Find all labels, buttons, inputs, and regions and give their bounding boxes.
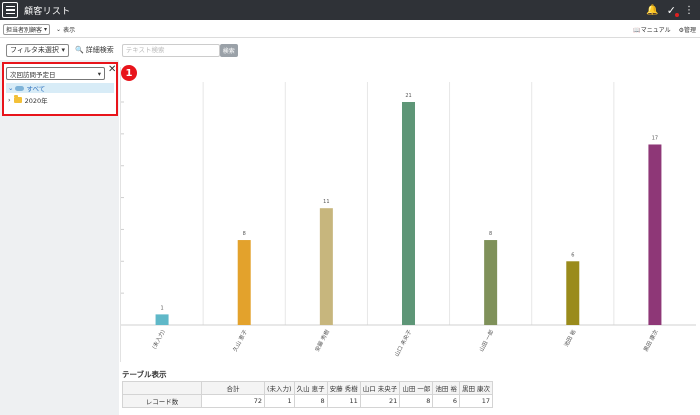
app-header: 顧客リスト 🔔 ✓ ⋮ <box>0 0 700 20</box>
admin-label: 管理 <box>683 26 696 34</box>
chevron-right-icon: › <box>8 96 11 104</box>
bar-chart: 1 (未入力) 8 久山 恵子 11 安藤 秀樹 21 山口 未央子 8 山田 一郎 6 池田 裕 17… <box>121 82 696 358</box>
table-header: (未入力) <box>264 381 295 395</box>
tree-item-2020[interactable]: › 2020年 <box>8 95 48 105</box>
search-input[interactable] <box>121 43 220 57</box>
x-tick-label: 安藤 秀樹 <box>313 328 331 353</box>
callout-badge: 1 <box>121 65 137 81</box>
view-toolbar: 担当者別顧客 ▾ ⌄ 表示 📖マニュアル ⚙管理 <box>0 22 700 36</box>
divider <box>0 37 700 38</box>
field-select[interactable]: 次回訪問予定日 ▾ <box>6 67 105 80</box>
table-header: 合計 <box>201 381 265 395</box>
check-icon[interactable]: ✓ <box>667 4 679 17</box>
view-select-value: 担当者別顧客 <box>6 26 43 34</box>
bell-icon[interactable]: 🔔 <box>646 4 659 16</box>
table-corner <box>122 381 202 395</box>
table-cell: 1 <box>264 394 295 408</box>
table-header: 山口 未央子 <box>359 381 401 395</box>
menu-icon[interactable] <box>2 2 18 18</box>
more-icon[interactable]: ⋮ <box>684 4 694 16</box>
data-label: 8 <box>243 231 246 237</box>
header-actions: 🔔 ✓ ⋮ <box>646 4 694 17</box>
bar <box>566 261 580 325</box>
admin-link[interactable]: ⚙管理 <box>679 25 696 34</box>
chevron-down-icon: ▾ <box>97 69 101 78</box>
manual-label: マニュアル <box>640 26 671 34</box>
filter-select-value: フィルタ未選択 <box>10 46 59 54</box>
bar <box>319 208 333 325</box>
chevron-down-icon: ▾ <box>44 25 48 33</box>
data-label: 21 <box>405 93 411 99</box>
x-tick-label: 山田 一郎 <box>477 328 495 353</box>
table-view: 合計 (未入力) 久山 恵子 安藤 秀樹 山口 未央子 山田 一郎 池田 裕 黒… <box>122 381 494 408</box>
bar <box>484 240 498 325</box>
bar <box>237 240 251 325</box>
close-icon[interactable]: ✕ <box>108 64 117 75</box>
data-label: 1 <box>160 305 163 311</box>
tree-item-all[interactable]: ⌄ すべて <box>6 83 114 93</box>
table-header: 黒田 康次 <box>458 381 494 395</box>
field-select-value: 次回訪問予定日 <box>10 70 56 79</box>
table-cell: 8 <box>293 394 328 408</box>
table-header: 久山 恵子 <box>293 381 328 395</box>
chevron-down-icon: ⌄ <box>8 84 14 92</box>
table-header: 池田 裕 <box>432 381 460 395</box>
tree-item-label: すべて <box>26 85 46 93</box>
highlight-box <box>2 62 118 116</box>
x-tick-label: 久山 恵子 <box>231 328 249 353</box>
table-header-row: 合計 (未入力) 久山 恵子 安藤 秀樹 山口 未央子 山田 一郎 池田 裕 黒… <box>122 381 494 395</box>
tree-item-label: 2020年 <box>24 97 48 105</box>
data-label: 17 <box>652 135 658 141</box>
filter-select[interactable]: フィルタ未選択 ▾ <box>6 43 69 57</box>
app-title: 顧客リスト <box>24 6 71 17</box>
summary-table: 合計 (未入力) 久山 恵子 安藤 秀樹 山口 未央子 山田 一郎 池田 裕 黒… <box>122 381 494 408</box>
chart-area: 1 (未入力) 8 久山 恵子 11 安藤 秀樹 21 山口 未央子 8 山田 一郎 6 池田 裕 17… <box>120 67 700 362</box>
chevron-down-icon: ▾ <box>61 46 65 54</box>
bar <box>648 144 662 325</box>
detail-search-label: 詳細検索 <box>85 46 114 54</box>
toolbar-links: 📖マニュアル ⚙管理 <box>633 25 696 34</box>
filter-bar: フィルタ未選択 ▾ 🔍 詳細検索 検索 <box>0 42 700 58</box>
table-row: レコード数 72 1 8 11 21 8 6 17 <box>122 394 494 408</box>
table-cell: 21 <box>359 394 401 408</box>
x-tick-label: 黒田 康次 <box>641 328 659 353</box>
chevron-down-icon: ⌄ <box>56 25 62 33</box>
bar <box>155 314 169 325</box>
table-row-label: レコード数 <box>122 394 202 408</box>
search-button[interactable]: 検索 <box>219 43 238 57</box>
search-icon: 🔍 <box>75 46 84 54</box>
x-tick-label: 山口 未央子 <box>392 328 413 358</box>
display-label: 表示 <box>63 26 76 34</box>
table-cell: 72 <box>201 394 265 408</box>
data-label: 6 <box>571 252 574 258</box>
cloud-icon <box>15 85 25 91</box>
data-label: 11 <box>323 199 329 205</box>
data-label: 8 <box>489 231 492 237</box>
left-panel: 次回訪問予定日 ▾ ✕ ⌄ すべて › 2020年 <box>0 60 119 415</box>
book-icon: 📖 <box>633 26 641 34</box>
table-header: 安藤 秀樹 <box>326 381 361 395</box>
display-toggle[interactable]: ⌄ 表示 <box>56 25 75 34</box>
view-select[interactable]: 担当者別顧客 ▾ <box>3 23 51 35</box>
table-cell: 17 <box>458 394 494 408</box>
x-tick-label: 池田 裕 <box>562 328 578 348</box>
notification-dot <box>675 12 679 17</box>
gear-icon: ⚙ <box>678 26 684 34</box>
folder-icon <box>13 95 22 103</box>
table-title: テーブル表示 <box>122 370 167 379</box>
bar <box>402 102 415 325</box>
table-cell: 11 <box>326 394 361 408</box>
x-tick-label: (未入力) <box>150 328 167 350</box>
detail-search-button[interactable]: 🔍 詳細検索 <box>75 45 114 55</box>
table-header: 山田 一郎 <box>399 381 434 395</box>
table-cell: 8 <box>399 394 434 408</box>
table-cell: 6 <box>432 394 460 408</box>
manual-link[interactable]: 📖マニュアル <box>633 25 670 34</box>
